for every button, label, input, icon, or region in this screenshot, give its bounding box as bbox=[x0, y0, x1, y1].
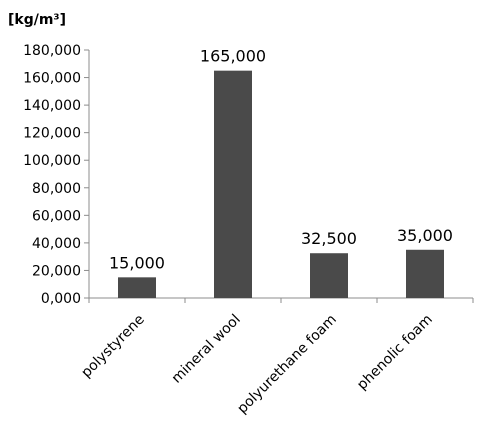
y-tick-label: 160,000 bbox=[23, 71, 81, 87]
data-labels: 15,000 165,000 32,500 35,000 bbox=[109, 47, 453, 273]
category-label: phenolic foam bbox=[354, 312, 436, 394]
data-label: 165,000 bbox=[200, 47, 266, 66]
y-tick-label: 120,000 bbox=[23, 126, 81, 142]
y-tick-label: 140,000 bbox=[23, 98, 81, 114]
y-tick-label: 60,000 bbox=[32, 208, 81, 224]
data-label: 32,500 bbox=[301, 229, 357, 248]
bar bbox=[310, 253, 348, 298]
bar bbox=[406, 249, 444, 298]
bar bbox=[118, 277, 156, 298]
y-axis-unit-label: [kg/m³] bbox=[8, 12, 66, 28]
y-tick-label: 20,000 bbox=[32, 263, 81, 279]
bar bbox=[214, 70, 252, 299]
category-label: polyurethane foam bbox=[234, 312, 339, 417]
category-label: mineral wool bbox=[169, 312, 244, 387]
category-label: polystyrene bbox=[78, 312, 147, 381]
y-axis: 0,000 20,000 40,000 60,000 80,000 100,000 120,… bbox=[23, 43, 90, 307]
y-tick-label: 100,000 bbox=[23, 153, 81, 169]
bars bbox=[118, 70, 444, 299]
y-tick-label: 80,000 bbox=[32, 181, 81, 197]
y-tick-label: 40,000 bbox=[32, 236, 81, 252]
y-tick-label: 180,000 bbox=[23, 43, 81, 59]
data-label: 15,000 bbox=[109, 253, 165, 272]
y-tick-label: 0,000 bbox=[41, 291, 81, 307]
x-axis bbox=[88, 297, 474, 303]
data-label: 35,000 bbox=[397, 226, 453, 245]
